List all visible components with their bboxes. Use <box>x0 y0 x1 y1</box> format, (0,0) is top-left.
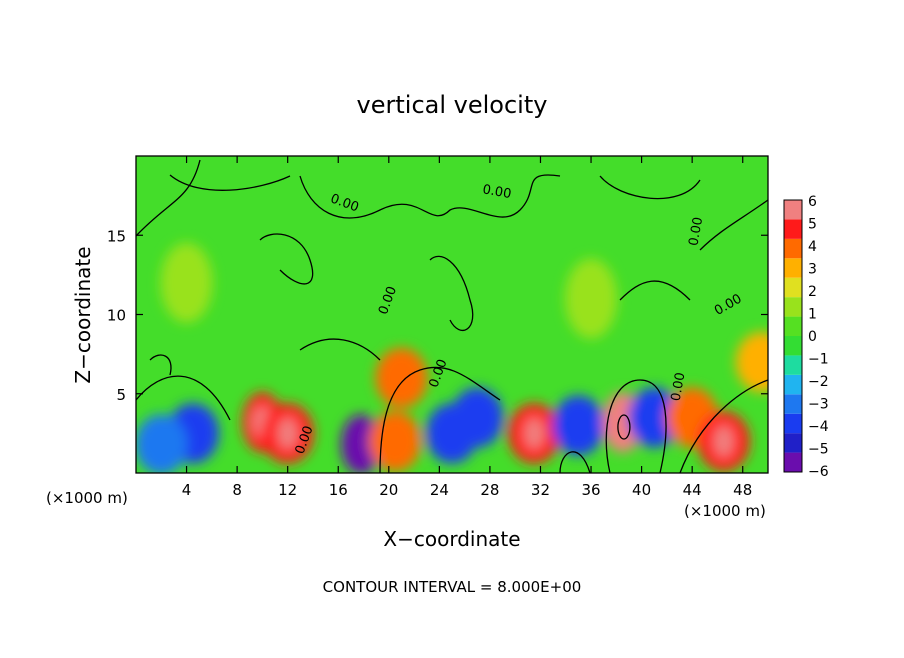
y-axis-label: Z−coordinate <box>71 246 95 383</box>
colorbar-label: −5 <box>808 442 829 458</box>
x-tick-label: 16 <box>329 481 348 499</box>
colorbar-swatch <box>784 277 802 298</box>
x-tick-label: 48 <box>733 481 752 499</box>
contour-line <box>259 233 314 285</box>
field-feature <box>451 387 504 448</box>
contour-line <box>136 159 201 237</box>
x-tick-label: 44 <box>683 481 702 499</box>
x-tick-label: 36 <box>581 481 600 499</box>
colorbar-swatch <box>784 316 802 336</box>
x-axis-ticks: 4 8 12 16 20 24 28 32 36 40 44 48 <box>182 156 752 499</box>
contour-line <box>599 175 701 200</box>
chart-title: vertical velocity <box>357 91 548 119</box>
contour-line <box>136 375 231 421</box>
colorbar-label: 3 <box>808 262 817 278</box>
colorbar-label: 4 <box>808 239 817 255</box>
colorbar-swatch <box>784 258 802 278</box>
x-tick-label: 20 <box>379 481 398 499</box>
x-tick-label: 32 <box>531 481 550 499</box>
field-feature-core <box>713 425 734 458</box>
field-feature-core <box>524 417 545 450</box>
contour-line <box>429 255 474 332</box>
x-tick-label: 24 <box>430 481 449 499</box>
contour-line <box>299 338 381 361</box>
colorbar-swatch <box>784 452 802 472</box>
colorbar-swatch <box>784 433 802 453</box>
x-tick-label: 28 <box>480 481 499 499</box>
contour-label: 0.00 <box>669 371 689 402</box>
colorbar-swatch <box>784 336 802 356</box>
y-tick-label: 5 <box>116 386 126 404</box>
colorbar-swatch <box>784 413 802 434</box>
contour-line <box>679 379 768 473</box>
contour-line <box>699 199 768 251</box>
contour-line <box>619 280 691 301</box>
field-feature <box>136 414 188 473</box>
y-axis-ticks: 5 10 15 <box>107 227 768 404</box>
field-feature <box>160 242 213 323</box>
contour-line <box>299 174 561 219</box>
contour-line <box>169 174 291 191</box>
x-tick-label: 4 <box>182 481 192 499</box>
contour-line <box>559 451 591 473</box>
field-feature <box>369 411 422 472</box>
contour-label: 0.00 <box>481 182 512 202</box>
x-unit-left: (×1000 m) <box>46 489 128 507</box>
contour-label: 0.00 <box>686 216 706 247</box>
colorbar-swatch <box>784 219 802 239</box>
field-feature <box>552 395 605 456</box>
colorbar-label: 1 <box>808 307 817 323</box>
x-tick-label: 8 <box>232 481 242 499</box>
y-tick-label: 15 <box>107 227 126 245</box>
colorbar-label: −1 <box>808 352 829 368</box>
velocity-field <box>136 242 768 473</box>
colorbar-swatch <box>784 200 802 220</box>
colorbar-label: 6 <box>808 194 817 210</box>
colorbar-swatch <box>784 355 802 375</box>
colorbar-swatch <box>784 238 802 259</box>
x-tick-label: 12 <box>278 481 297 499</box>
colorbar-label: −2 <box>808 374 829 390</box>
colorbar: 6 5 4 3 2 1 0 −1 −2 −3 −4 −5 −6 <box>783 194 829 480</box>
field-feature-core <box>350 428 371 461</box>
field-feature <box>565 258 618 339</box>
x-tick-label: 40 <box>632 481 651 499</box>
contour-line <box>379 366 501 473</box>
field-feature <box>628 387 681 448</box>
colorbar-label: −3 <box>808 397 829 413</box>
y-tick-label: 10 <box>107 307 126 325</box>
x-axis-label: X−coordinate <box>383 527 520 551</box>
colorbar-label: 2 <box>808 284 817 300</box>
contour-line <box>149 354 172 376</box>
contour-line <box>617 414 631 440</box>
contour-interval-label: CONTOUR INTERVAL = 8.000E+00 <box>323 578 582 596</box>
field-feature <box>735 332 768 393</box>
colorbar-label: −4 <box>808 419 829 435</box>
field-feature <box>375 347 428 408</box>
colorbar-swatch <box>784 374 802 395</box>
contour-lines <box>136 159 768 473</box>
colorbar-label: 0 <box>808 329 817 345</box>
x-unit-right: (×1000 m) <box>684 502 766 520</box>
contour-line <box>605 379 667 473</box>
plot-area: 0.000.000.000.000.000.000.000.00 <box>136 156 768 473</box>
colorbar-label: −6 <box>808 464 829 480</box>
field-feature-core <box>277 417 298 450</box>
colorbar-swatch <box>784 394 802 414</box>
colorbar-label: 5 <box>808 217 817 233</box>
colorbar-frame <box>783 199 803 473</box>
colorbar-swatch <box>784 297 802 317</box>
